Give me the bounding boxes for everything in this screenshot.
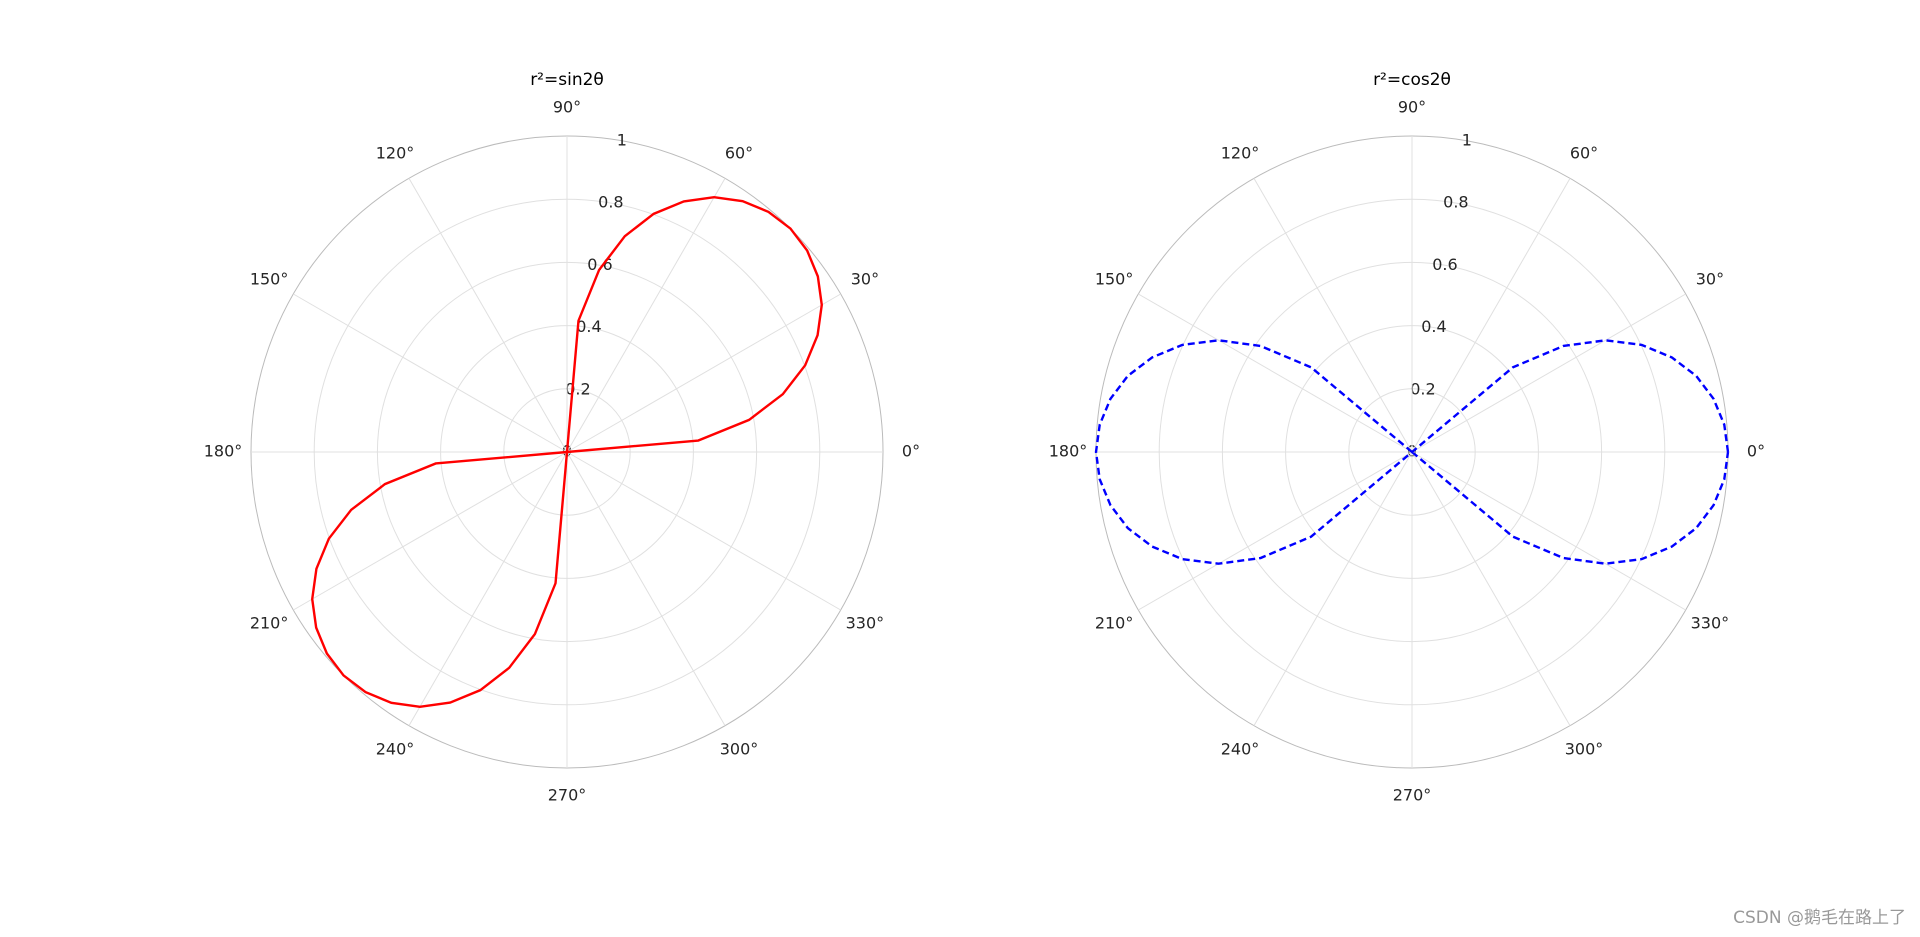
grid-spoke (408, 178, 568, 453)
r-tick-label: 0.8 (1443, 193, 1468, 212)
theta-tick-label: 120° (1221, 144, 1260, 163)
theta-tick-label: 90° (553, 98, 581, 117)
grid-spoke (1138, 293, 1413, 453)
theta-tick-label: 210° (1095, 614, 1134, 633)
grid-spoke (1138, 451, 1413, 611)
theta-tick-label: 150° (250, 270, 289, 289)
grid-spoke (408, 451, 568, 726)
grid-spoke (293, 293, 568, 453)
theta-tick-label: 330° (1691, 614, 1730, 633)
grid-spoke (1411, 451, 1571, 726)
theta-tick-label: 300° (1565, 739, 1604, 758)
grid-spoke (1253, 451, 1413, 726)
r-tick-label: 0.2 (1410, 379, 1435, 398)
theta-tick-label: 180° (204, 442, 243, 461)
theta-tick-label: 60° (725, 144, 753, 163)
theta-tick-label: 30° (851, 270, 879, 289)
theta-tick-label: 240° (376, 739, 415, 758)
r-tick-label: 1 (617, 130, 627, 149)
theta-tick-label: 150° (1095, 270, 1134, 289)
theta-tick-label: 240° (1221, 739, 1260, 758)
r-tick-label: 0.6 (1432, 255, 1457, 274)
chart-title: r²=cos2θ (1373, 70, 1451, 90)
grid-spoke (1411, 178, 1571, 453)
grid-spoke (566, 451, 726, 726)
grid-spoke (566, 178, 726, 453)
theta-tick-label: 210° (250, 614, 289, 633)
curve (1094, 339, 1730, 565)
grid-spoke (1253, 178, 1413, 453)
r-tick-label: 0.4 (576, 317, 601, 336)
theta-tick-label: 120° (376, 144, 415, 163)
curve (311, 196, 823, 708)
theta-tick-label: 300° (720, 739, 759, 758)
grid-spoke (1411, 293, 1686, 453)
theta-tick-label: 60° (1570, 144, 1598, 163)
r-tick-label: 0.8 (598, 193, 623, 212)
r-tick-label: 0.2 (565, 379, 590, 398)
r-tick-label: 0.4 (1421, 317, 1446, 336)
grid-spoke (293, 451, 568, 611)
chart-title: r²=sin2θ (530, 70, 604, 90)
grid-spoke (1411, 451, 1686, 611)
r-tick-label: 1 (1462, 130, 1472, 149)
theta-tick-label: 330° (846, 614, 885, 633)
theta-tick-label: 0° (1747, 442, 1765, 461)
theta-tick-label: 270° (1393, 786, 1432, 805)
watermark: CSDN @鹅毛在路上了 (1733, 908, 1906, 928)
theta-tick-label: 270° (548, 786, 587, 805)
theta-tick-label: 90° (1398, 98, 1426, 117)
theta-tick-label: 180° (1049, 442, 1088, 461)
theta-tick-label: 30° (1696, 270, 1724, 289)
grid-spoke (566, 293, 841, 453)
theta-tick-label: 0° (902, 442, 920, 461)
grid-spoke (566, 451, 841, 611)
